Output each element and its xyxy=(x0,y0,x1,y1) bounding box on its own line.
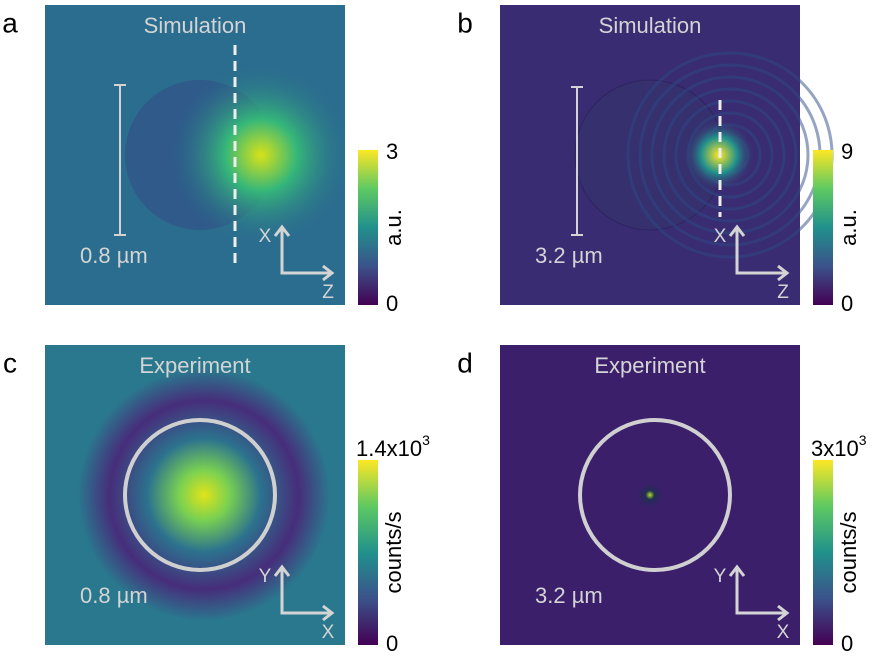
colorbar-max: 9 xyxy=(841,139,853,164)
axis-horizontal: X xyxy=(322,622,335,643)
scale-label: 0.8 µm xyxy=(80,583,148,608)
colorbar-unit: a.u. xyxy=(836,209,861,246)
panel-label: a xyxy=(2,7,18,38)
colorbar-min: 0 xyxy=(841,631,853,656)
axis-vertical: Y xyxy=(714,566,727,587)
scale-label: 3.2 µm xyxy=(535,243,603,268)
colorbar-max: 3x103 xyxy=(811,432,867,461)
scale-label: 3.2 µm xyxy=(535,583,603,608)
colorbar-min: 0 xyxy=(386,291,398,316)
colorbar-unit: counts/s xyxy=(381,512,406,594)
colorbar-unit: counts/s xyxy=(836,512,861,594)
colorbar-min: 0 xyxy=(386,631,398,656)
colorbar xyxy=(358,460,378,645)
panel-title: Simulation xyxy=(599,13,702,38)
figure: a Simulation 0.8 µm X Z 3 0 a.u. b Simulation 3.2 … xyxy=(0,0,884,657)
panel: a Simulation 0.8 µm X Z 3 0 a.u. xyxy=(2,5,406,316)
colorbar-max: 3 xyxy=(386,139,398,164)
colorbar xyxy=(813,150,833,305)
panel-label: c xyxy=(3,347,17,378)
axis-vertical: X xyxy=(259,226,272,247)
panel-label: b xyxy=(457,7,473,38)
colorbar xyxy=(358,150,378,305)
colorbar-max-exponent: 3 xyxy=(422,432,430,448)
colorbar xyxy=(813,460,833,645)
colorbar-max-exponent: 3 xyxy=(859,432,867,448)
axis-horizontal: X xyxy=(777,622,790,643)
panel-title: Experiment xyxy=(139,353,250,378)
colorbar-max-base: 1.4x10 xyxy=(356,436,422,461)
axis-vertical: X xyxy=(714,226,727,247)
panel-label: d xyxy=(457,347,473,378)
axis-horizontal: Z xyxy=(777,282,789,303)
axis-vertical: Y xyxy=(259,566,272,587)
colorbar-unit: a.u. xyxy=(381,209,406,246)
axis-horizontal: Z xyxy=(322,282,334,303)
panel-title: Simulation xyxy=(144,13,247,38)
colorbar-max: 1.4x103 xyxy=(356,432,430,461)
panel: b Simulation 3.2 µm X Z 9 0 a.u. xyxy=(457,5,861,316)
panel-title: Experiment xyxy=(594,353,705,378)
colorbar-max-base: 3x10 xyxy=(811,436,859,461)
panel: d Experiment 3.2 µm Y X 3x103 0 counts/s xyxy=(457,345,867,656)
scale-label: 0.8 µm xyxy=(80,243,148,268)
colorbar-min: 0 xyxy=(841,291,853,316)
panel: c Experiment 0.8 µm Y X 1.4x103 0 counts/s xyxy=(3,345,430,656)
